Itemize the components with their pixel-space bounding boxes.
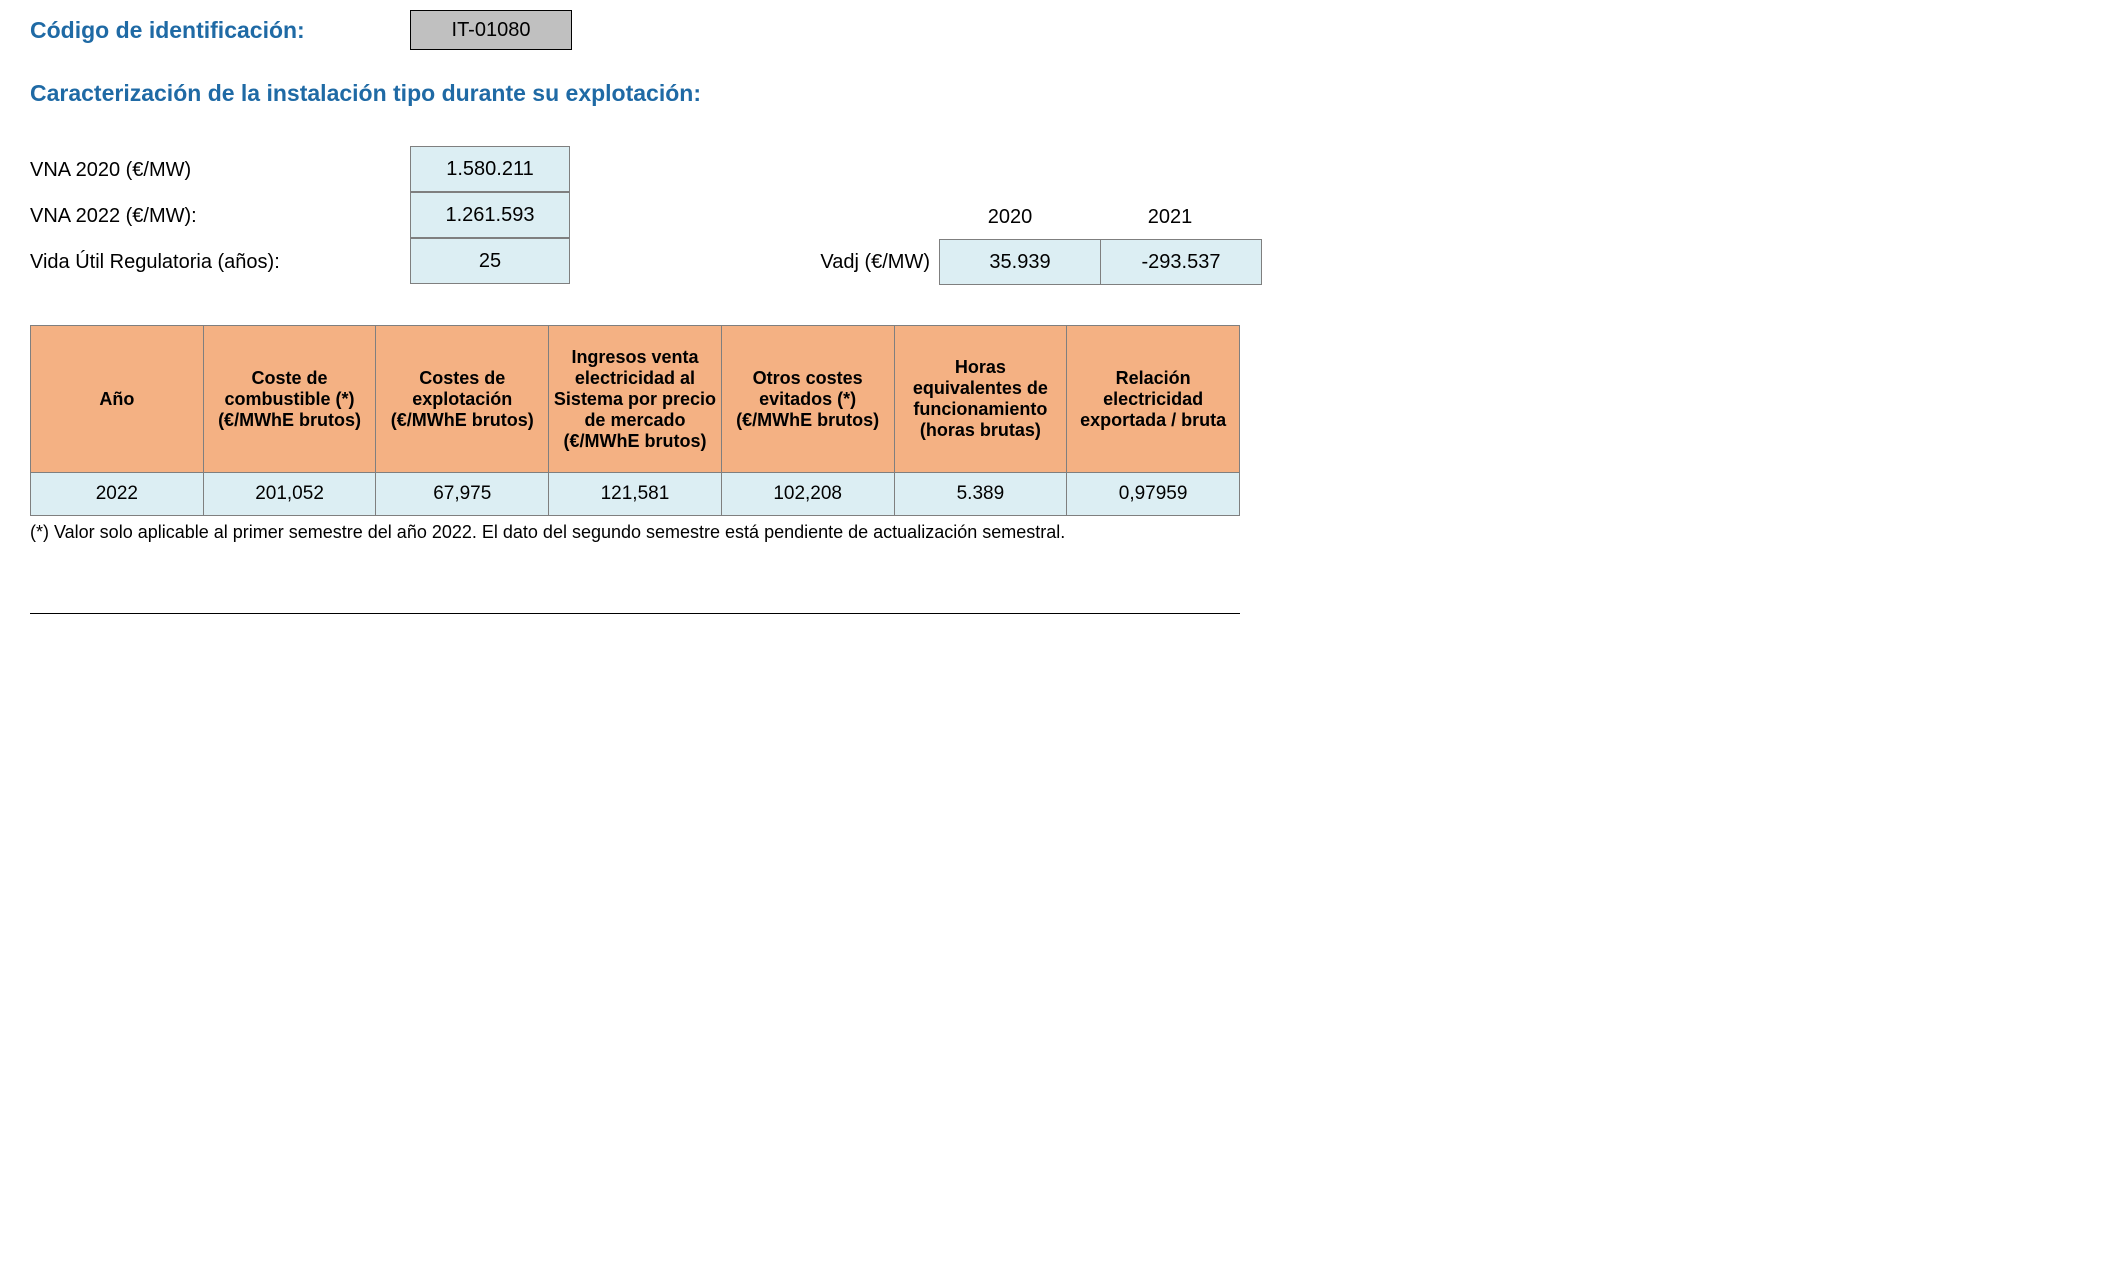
footnote: (*) Valor solo aplicable al primer semes… <box>30 522 2096 543</box>
col-header: Costes de explotación (€/MWhE brutos) <box>376 326 549 473</box>
separator <box>30 613 1240 614</box>
vadj-year-2: 2021 <box>1090 206 1250 239</box>
vadj-year-1: 2020 <box>930 206 1090 239</box>
table-row: 2022 201,052 67,975 121,581 102,208 5.38… <box>31 473 1240 516</box>
section-title: Caracterización de la instalación tipo d… <box>30 80 2096 107</box>
col-header: Ingresos venta electricidad al Sistema p… <box>549 326 722 473</box>
cell: 121,581 <box>549 473 722 516</box>
vna2020-label: VNA 2020 (€/MW) <box>30 147 410 193</box>
life-label: Vida Útil Regulatoria (años): <box>30 239 410 285</box>
vadj-value-2: -293.537 <box>1100 239 1262 285</box>
vna2022-label: VNA 2022 (€/MW): <box>30 193 410 239</box>
cell: 2022 <box>31 473 204 516</box>
col-header: Relación electricidad exportada / bruta <box>1067 326 1240 473</box>
cell: 201,052 <box>203 473 376 516</box>
life-value: 25 <box>410 238 570 284</box>
vna2022-value: 1.261.593 <box>410 192 570 238</box>
params-grid: VNA 2020 (€/MW) 1.580.211 VNA 2022 (€/MW… <box>30 147 570 285</box>
data-table: Año Coste de combustible (*) (€/MWhE bru… <box>30 325 1240 516</box>
vadj-value-1: 35.939 <box>939 239 1101 285</box>
cell: 5.389 <box>894 473 1067 516</box>
cell: 0,97959 <box>1067 473 1240 516</box>
cell: 102,208 <box>721 473 894 516</box>
col-header: Año <box>31 326 204 473</box>
code-label: Código de identificación: <box>30 17 410 44</box>
vadj-block: 2020 2021 Vadj (€/MW) 35.939 -293.537 <box>790 206 1262 285</box>
vna2020-value: 1.580.211 <box>410 146 570 192</box>
col-header: Coste de combustible (*) (€/MWhE brutos) <box>203 326 376 473</box>
col-header: Otros costes evitados (*) (€/MWhE brutos… <box>721 326 894 473</box>
cell: 67,975 <box>376 473 549 516</box>
code-value-box: IT-01080 <box>410 10 572 50</box>
vadj-label: Vadj (€/MW) <box>790 251 940 274</box>
col-header: Horas equivalentes de funcionamiento (ho… <box>894 326 1067 473</box>
